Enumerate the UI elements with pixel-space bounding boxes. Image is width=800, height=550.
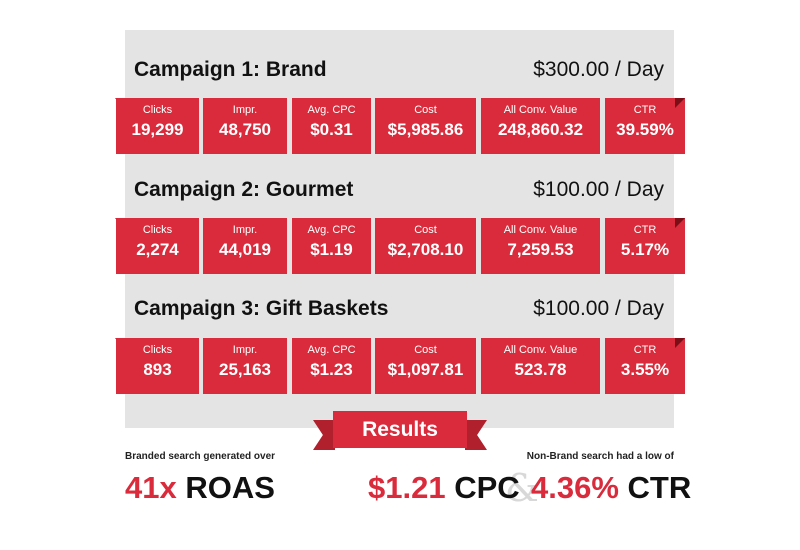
campaign-2-title: Campaign 2: Gourmet bbox=[134, 178, 354, 201]
campaign-3-metrics: Clicks 893 Impr. 25,163 Avg. CPC $1.23 Cost… bbox=[0, 338, 800, 396]
metric-avg-cpc: Avg. CPC $0.31 bbox=[292, 98, 371, 154]
nonbrand-caption: Non-Brand search had a low of bbox=[526, 451, 674, 462]
metric-avg-cpc: Avg. CPC $1.19 bbox=[292, 218, 371, 274]
cpc-value: $1.21 bbox=[368, 470, 446, 505]
metric-conv-value: All Conv. Value 7,259.53 bbox=[481, 218, 600, 274]
metric-clicks: Clicks 19,299 bbox=[116, 98, 199, 154]
ampersand: & bbox=[505, 466, 539, 510]
roas-unit: ROAS bbox=[185, 470, 275, 505]
metric-conv-value: All Conv. Value 523.78 bbox=[481, 338, 600, 394]
ribbon-fold-right bbox=[675, 338, 685, 348]
roas-value: 41x bbox=[125, 470, 177, 505]
campaign-2-metrics: Clicks 2,274 Impr. 44,019 Avg. CPC $1.19 Co… bbox=[0, 218, 800, 276]
metric-ctr: CTR 3.55% bbox=[605, 338, 685, 394]
ribbon-fold-right bbox=[675, 98, 685, 108]
results-ribbon-wing-right bbox=[465, 420, 487, 450]
metric-ctr: CTR 39.59% bbox=[605, 98, 685, 154]
ribbon-fold-right bbox=[675, 218, 685, 228]
campaign-3-title: Campaign 3: Gift Baskets bbox=[134, 297, 389, 320]
campaign-1-title: Campaign 1: Brand bbox=[134, 58, 327, 81]
cpc-unit: CPC bbox=[454, 470, 520, 505]
campaign-2-budget: $100.00 / Day bbox=[533, 178, 664, 201]
metric-conv-value: All Conv. Value 248,860.32 bbox=[481, 98, 600, 154]
metric-ctr: CTR 5.17% bbox=[605, 218, 685, 274]
ctr-value: 4.36% bbox=[531, 470, 619, 505]
results-heading: Results bbox=[333, 411, 467, 448]
ctr-stat: 4.36% CTR bbox=[531, 470, 691, 506]
brand-caption: Branded search generated over bbox=[125, 451, 276, 462]
campaign-1-metrics: Clicks 19,299 Impr. 48,750 Avg. CPC $0.31 C… bbox=[0, 98, 800, 156]
metric-avg-cpc: Avg. CPC $1.23 bbox=[292, 338, 371, 394]
metric-cost: Cost $1,097.81 bbox=[375, 338, 476, 394]
metric-clicks: Clicks 893 bbox=[116, 338, 199, 394]
metric-cost: Cost $2,708.10 bbox=[375, 218, 476, 274]
results-ribbon-wing-left bbox=[313, 420, 335, 450]
cpc-stat: $1.21 CPC bbox=[368, 470, 520, 506]
roas-stat: 41x ROAS bbox=[125, 470, 275, 506]
metric-impressions: Impr. 25,163 bbox=[203, 338, 287, 394]
metric-impressions: Impr. 44,019 bbox=[203, 218, 287, 274]
metric-impressions: Impr. 48,750 bbox=[203, 98, 287, 154]
metric-cost: Cost $5,985.86 bbox=[375, 98, 476, 154]
metric-clicks: Clicks 2,274 bbox=[116, 218, 199, 274]
ctr-unit: CTR bbox=[627, 470, 692, 505]
campaign-1-budget: $300.00 / Day bbox=[533, 58, 664, 81]
campaign-3-budget: $100.00 / Day bbox=[533, 297, 664, 320]
